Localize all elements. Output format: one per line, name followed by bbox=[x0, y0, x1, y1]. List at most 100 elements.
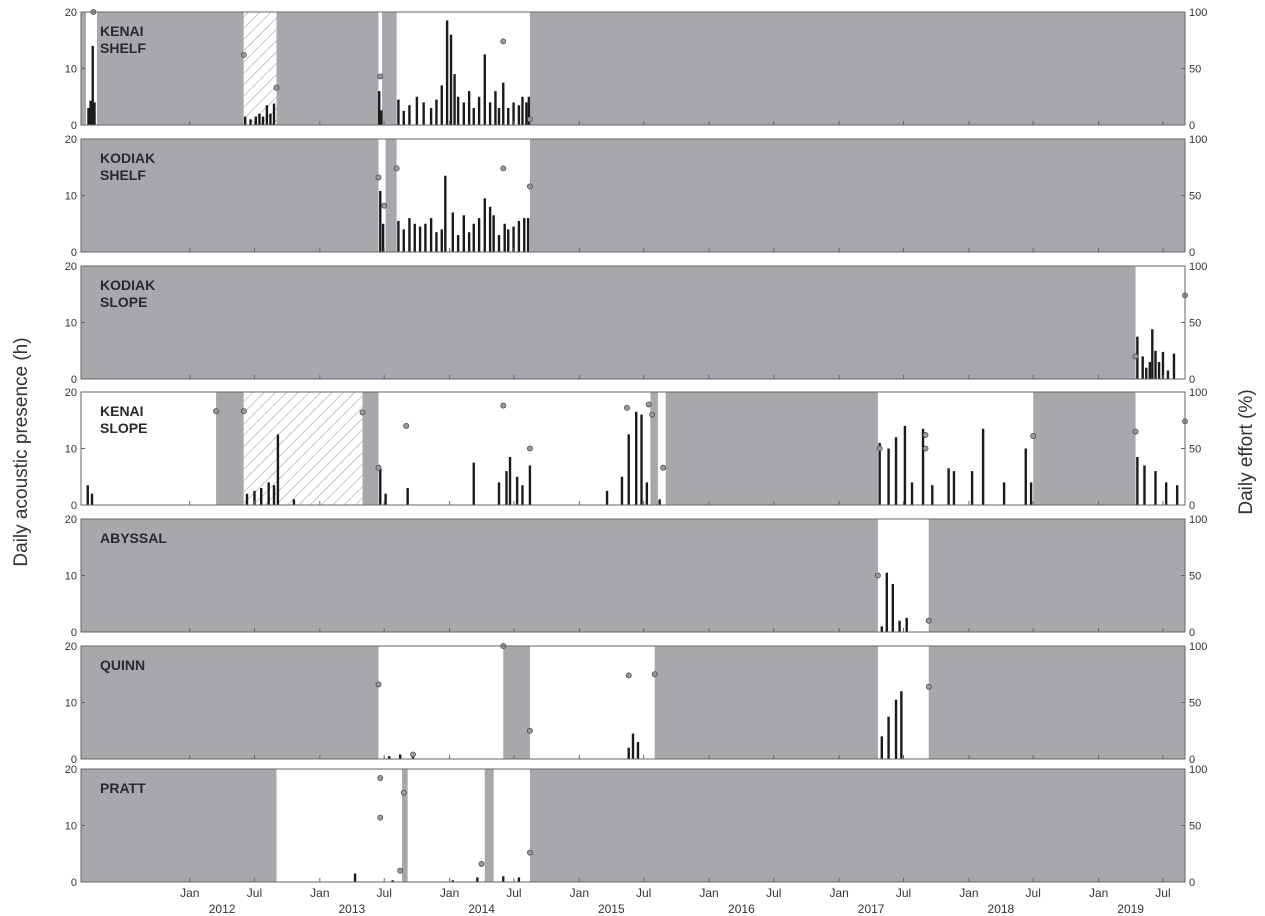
x-month-label: Jan bbox=[959, 886, 978, 900]
y-tick-label-right: 50 bbox=[1189, 571, 1201, 583]
presence-bar bbox=[910, 482, 914, 505]
y-tick-label-left: 0 bbox=[71, 247, 77, 259]
x-month-label: Jan bbox=[440, 886, 459, 900]
y-tick-label-right: 0 bbox=[1189, 120, 1195, 132]
presence-bar bbox=[462, 215, 466, 252]
effort-point bbox=[500, 38, 507, 45]
presence-bar bbox=[413, 223, 416, 252]
presence-bar bbox=[1136, 456, 1139, 505]
presence-bar bbox=[472, 223, 475, 252]
effort-point bbox=[527, 445, 533, 452]
no-effort-background bbox=[81, 519, 1185, 632]
presence-bar bbox=[508, 456, 512, 505]
site-label-line: PRATT bbox=[100, 780, 146, 796]
presence-bar bbox=[472, 108, 475, 125]
y-tick-label-left: 10 bbox=[65, 571, 77, 583]
presence-bar bbox=[244, 116, 247, 125]
panel-kodiak-slope: 0 10 20 0 50 100 KODIAK SLOPE bbox=[65, 261, 1208, 386]
y-tick-label-right: 0 bbox=[1189, 877, 1195, 889]
presence-bar bbox=[502, 82, 505, 125]
presence-bar bbox=[418, 226, 422, 252]
presence-bar bbox=[640, 414, 643, 505]
presence-bar bbox=[265, 105, 269, 125]
effort-point bbox=[624, 404, 630, 411]
y-tick-label-left: 20 bbox=[65, 7, 77, 19]
presence-bar bbox=[353, 873, 357, 882]
y-tick-label-left: 20 bbox=[65, 641, 77, 653]
presence-bar bbox=[476, 877, 479, 882]
presence-bar bbox=[878, 442, 881, 505]
effort-point bbox=[213, 408, 219, 415]
presence-bar bbox=[970, 471, 974, 505]
presence-bar bbox=[1151, 329, 1154, 379]
effort-point bbox=[381, 202, 388, 209]
site-label-line: SLOPE bbox=[100, 420, 147, 436]
presence-bar bbox=[269, 113, 272, 125]
y-tick-label-left: 10 bbox=[65, 698, 77, 710]
presence-bar bbox=[1166, 370, 1170, 379]
presence-bar bbox=[620, 476, 624, 505]
presence-bar bbox=[880, 736, 884, 759]
effort-point bbox=[660, 464, 667, 471]
y-tick-label-right: 100 bbox=[1189, 261, 1207, 273]
presence-bar bbox=[503, 223, 506, 252]
y-tick-label-left: 10 bbox=[65, 318, 77, 330]
presence-bar bbox=[93, 102, 96, 125]
x-year-label: 2016 bbox=[728, 902, 755, 916]
presence-bar bbox=[921, 428, 925, 505]
recording-period bbox=[85, 12, 97, 125]
recording-period bbox=[877, 392, 1034, 505]
recording-period bbox=[378, 12, 383, 125]
presence-bar bbox=[398, 754, 402, 759]
presence-bar bbox=[408, 105, 411, 125]
presence-bar bbox=[467, 91, 471, 125]
presence-bar bbox=[900, 691, 903, 759]
effort-point bbox=[403, 422, 410, 429]
y-tick-label-right: 100 bbox=[1189, 764, 1207, 776]
presence-bar bbox=[86, 485, 89, 505]
y-tick-label-right: 50 bbox=[1189, 191, 1201, 203]
panel-kodiak-shelf: 0 10 20 0 50 100 KODIAK SHELF bbox=[65, 134, 1208, 259]
site-label: KODIAK SHELF bbox=[100, 150, 155, 183]
effort-point bbox=[1132, 428, 1139, 435]
panel-quinn: 0 10 20 0 50 100 QUINN bbox=[65, 641, 1208, 766]
effort-point bbox=[649, 411, 656, 418]
site-label-line: SHELF bbox=[100, 167, 146, 183]
presence-bar bbox=[89, 100, 92, 125]
presence-bar bbox=[415, 96, 419, 125]
panel-pratt: 0 10 20 0 50 100 PRATT bbox=[65, 764, 1208, 889]
recording-period bbox=[378, 392, 651, 505]
y-tick-label-left: 0 bbox=[71, 877, 77, 889]
x-month-label: Jan bbox=[570, 886, 589, 900]
no-effort-background bbox=[81, 769, 1185, 882]
y-tick-label-left: 0 bbox=[71, 627, 77, 639]
presence-bar bbox=[658, 499, 661, 505]
presence-bar bbox=[445, 20, 449, 126]
presence-bar bbox=[525, 102, 528, 125]
presence-bar bbox=[497, 482, 501, 505]
presence-bar bbox=[905, 617, 908, 632]
x-month-label: Jul bbox=[1026, 886, 1041, 900]
effort-point bbox=[375, 681, 382, 688]
effort-point bbox=[377, 775, 384, 781]
effort-point bbox=[925, 683, 932, 690]
presence-bar bbox=[528, 465, 532, 505]
presence-bar bbox=[258, 113, 261, 125]
hatched-period bbox=[243, 392, 363, 505]
presence-bar bbox=[440, 229, 443, 252]
x-month-label: Jul bbox=[896, 886, 911, 900]
y-tick-label-right: 50 bbox=[1189, 64, 1201, 76]
presence-bar bbox=[422, 102, 425, 125]
y-tick-label-left: 20 bbox=[65, 764, 77, 776]
x-month-label: Jul bbox=[506, 886, 521, 900]
presence-bar bbox=[627, 434, 630, 505]
presence-bar bbox=[435, 232, 438, 252]
presence-bar bbox=[292, 499, 296, 505]
y-tick-label-left: 0 bbox=[71, 754, 77, 766]
x-month-label: Jul bbox=[377, 886, 392, 900]
effort-point bbox=[1132, 353, 1139, 360]
presence-bar bbox=[492, 215, 495, 252]
presence-bar bbox=[891, 583, 895, 632]
site-label-line: SLOPE bbox=[100, 294, 147, 310]
